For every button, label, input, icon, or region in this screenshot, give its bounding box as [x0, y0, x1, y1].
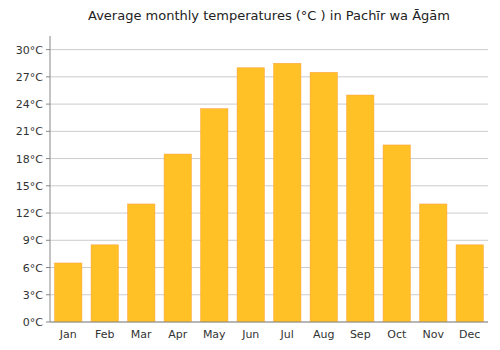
y-tick — [46, 158, 50, 159]
y-tick-label: 27°C — [16, 71, 43, 84]
y-tick — [46, 322, 50, 323]
chart-container: Average monthly temperatures (°C ) in Pa… — [0, 0, 500, 350]
grid — [50, 50, 488, 322]
x-tick-label: Jan — [59, 328, 77, 341]
y-tick-label: 24°C — [16, 98, 43, 111]
bar — [164, 154, 191, 322]
x-tick-label: Mar — [131, 328, 152, 341]
bar — [347, 95, 374, 322]
y-tick — [46, 240, 50, 241]
y-tick-label: 30°C — [16, 44, 43, 57]
x-tick-label: Jul — [280, 328, 294, 341]
grid-line — [50, 49, 488, 50]
x-axis: Jan Feb Mar Apr May Jun Jul Aug Sep Oct Nov Dec — [50, 322, 488, 341]
y-tick — [46, 49, 50, 50]
bar — [237, 68, 264, 322]
x-tick-label: May — [203, 328, 226, 341]
bars — [55, 63, 484, 322]
bar — [383, 145, 410, 322]
bar — [456, 245, 483, 322]
x-tick-label: Dec — [459, 328, 480, 341]
x-tick-label: Jun — [241, 328, 259, 341]
grid-line — [50, 76, 488, 77]
bar — [91, 245, 118, 322]
y-tick-label: 18°C — [16, 153, 43, 166]
x-axis-line — [50, 322, 488, 323]
x-tick-label: Oct — [387, 328, 407, 341]
x-tick-label: Sep — [350, 328, 371, 341]
y-tick — [46, 213, 50, 214]
y-axis-line — [50, 36, 51, 322]
y-tick-label: 12°C — [16, 207, 43, 220]
y-tick-label: 6°C — [23, 262, 43, 275]
y-tick — [46, 267, 50, 268]
grid-line — [50, 104, 488, 105]
bar — [274, 63, 301, 322]
x-tick-label: Aug — [313, 328, 334, 341]
grid-line — [50, 158, 488, 159]
y-axis: 0°C 3°C 6°C 9°C 12°C 15°C 18°C 21°C 24°C 27°C 30°C — [16, 36, 50, 329]
chart-svg: Average monthly temperatures (°C ) in Pa… — [0, 0, 500, 350]
bar — [128, 204, 155, 322]
x-tick-label: Feb — [95, 328, 114, 341]
y-tick — [46, 104, 50, 105]
y-tick-label: 3°C — [23, 289, 43, 302]
bar — [55, 263, 82, 322]
grid-line — [50, 131, 488, 132]
bar — [420, 204, 447, 322]
y-tick — [46, 76, 50, 77]
x-tick-label: Nov — [423, 328, 445, 341]
y-tick-label: 0°C — [23, 316, 43, 329]
grid-line — [50, 322, 488, 323]
y-tick-label: 9°C — [23, 234, 43, 247]
y-tick — [46, 185, 50, 186]
y-tick — [46, 294, 50, 295]
y-tick-label: 21°C — [16, 125, 43, 138]
bar — [310, 72, 337, 322]
x-tick-label: Apr — [168, 328, 188, 341]
grid-line — [50, 185, 488, 186]
bar — [201, 109, 228, 322]
y-tick — [46, 131, 50, 132]
chart-title: Average monthly temperatures (°C ) in Pa… — [88, 8, 450, 23]
y-tick-label: 15°C — [16, 180, 43, 193]
